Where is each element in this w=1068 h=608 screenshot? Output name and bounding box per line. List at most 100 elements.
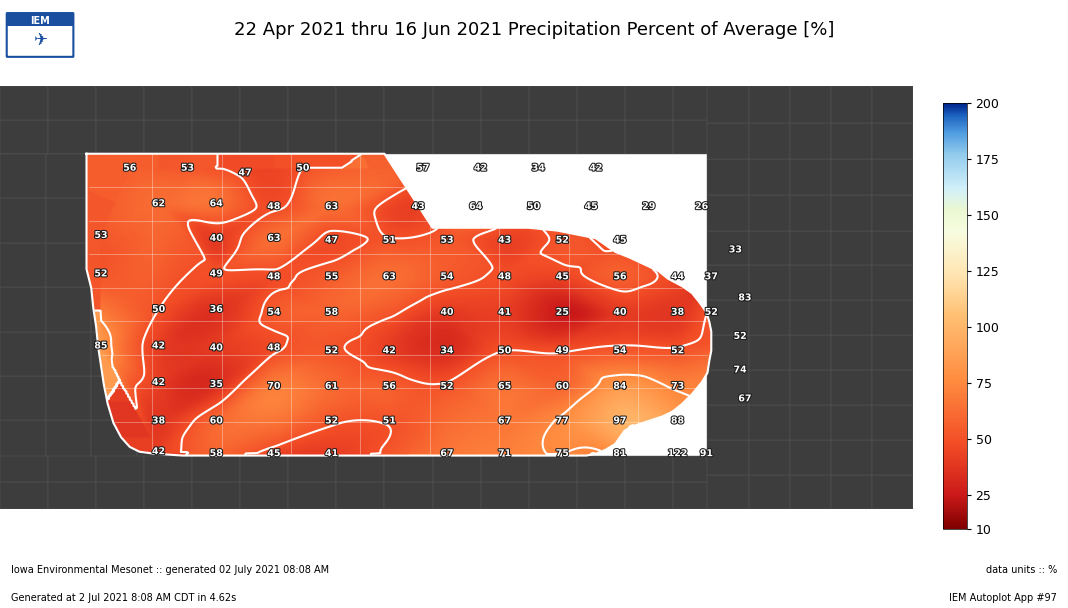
Bar (673, 120, 721, 154)
Bar (44, 364, 87, 406)
Bar (871, 159, 913, 195)
Bar (789, 300, 831, 335)
Text: 52: 52 (325, 416, 339, 426)
Text: 25: 25 (555, 308, 569, 317)
Text: 51: 51 (382, 416, 396, 426)
Text: 42: 42 (152, 342, 166, 350)
Bar (336, 483, 384, 510)
Bar (749, 195, 789, 230)
Text: 53: 53 (180, 164, 194, 173)
Bar (871, 474, 913, 510)
Bar (0, 455, 48, 483)
Bar (871, 300, 913, 335)
Bar (529, 483, 577, 510)
Bar (92, 421, 137, 465)
Bar (871, 122, 913, 159)
Bar (749, 370, 789, 405)
Bar (749, 300, 789, 335)
Text: 97: 97 (613, 416, 627, 426)
Bar (707, 230, 749, 266)
Bar (481, 86, 529, 120)
Bar (749, 86, 789, 122)
Text: 75: 75 (555, 449, 569, 458)
Bar (96, 455, 144, 483)
Bar (871, 335, 913, 370)
Text: 64: 64 (469, 202, 483, 211)
Bar (46, 287, 91, 331)
Bar (481, 120, 529, 154)
Bar (44, 406, 87, 448)
Bar (831, 195, 871, 230)
Bar (433, 455, 481, 483)
Text: 60: 60 (555, 382, 569, 391)
Text: 84: 84 (613, 382, 627, 391)
Bar (137, 154, 183, 198)
Text: 74: 74 (734, 365, 747, 375)
Bar (48, 86, 96, 120)
Bar (673, 455, 721, 483)
Bar (481, 455, 529, 483)
Bar (0, 322, 44, 364)
Bar (0, 465, 46, 510)
Bar (384, 483, 433, 510)
Bar (831, 300, 871, 335)
Text: 43: 43 (498, 236, 512, 245)
Text: 52: 52 (555, 236, 569, 245)
Bar (46, 376, 91, 421)
Text: 49: 49 (555, 347, 569, 355)
Bar (831, 230, 871, 266)
Bar (789, 370, 831, 405)
Bar (721, 86, 769, 120)
Text: 56: 56 (123, 164, 137, 173)
Bar (707, 474, 749, 510)
Bar (0, 448, 44, 490)
Bar (831, 474, 871, 510)
Bar (137, 243, 183, 287)
Bar (44, 238, 87, 280)
Bar (529, 455, 577, 483)
Text: 41: 41 (498, 308, 512, 317)
Text: 49: 49 (209, 269, 223, 278)
Text: 33: 33 (728, 246, 742, 254)
Bar (192, 455, 240, 483)
Bar (92, 243, 137, 287)
Text: IEM: IEM (30, 16, 50, 26)
Bar (0, 243, 46, 287)
Bar (789, 230, 831, 266)
Bar (137, 198, 183, 243)
Text: 58: 58 (325, 308, 339, 317)
Bar (384, 455, 433, 483)
Bar (831, 86, 871, 122)
Bar (144, 86, 192, 120)
Bar (0, 198, 46, 243)
Text: 44: 44 (671, 272, 685, 282)
Text: 42: 42 (152, 447, 166, 456)
Bar (529, 120, 577, 154)
Bar (336, 120, 384, 154)
Bar (789, 195, 831, 230)
Text: 67: 67 (738, 395, 752, 403)
Text: 54: 54 (440, 272, 454, 282)
Bar (44, 448, 87, 490)
Text: 26: 26 (695, 202, 708, 211)
Bar (46, 154, 91, 198)
Bar (137, 421, 183, 465)
Bar (433, 120, 481, 154)
Text: data units :: %: data units :: % (986, 565, 1057, 575)
Bar (137, 465, 183, 510)
Text: 67: 67 (498, 416, 512, 426)
Text: 50: 50 (498, 347, 512, 355)
Bar (433, 86, 481, 120)
Bar (625, 483, 673, 510)
Text: 67: 67 (440, 449, 454, 458)
Bar (789, 266, 831, 300)
Text: 42: 42 (590, 164, 602, 173)
Bar (789, 159, 831, 195)
Bar (144, 455, 192, 483)
Bar (288, 455, 336, 483)
Bar (831, 122, 871, 159)
Text: 70: 70 (267, 382, 281, 391)
Text: 40: 40 (209, 344, 223, 353)
Bar (789, 474, 831, 510)
Text: 71: 71 (498, 449, 512, 458)
